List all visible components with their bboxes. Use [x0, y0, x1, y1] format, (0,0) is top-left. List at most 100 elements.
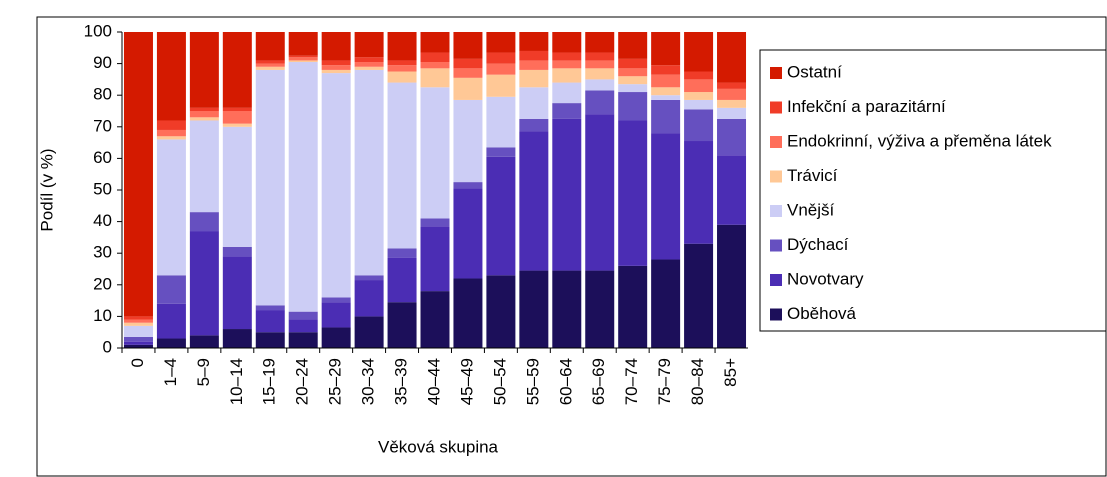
bar-segment — [156, 120, 186, 130]
bar-segment — [684, 243, 714, 348]
bar-segment — [189, 111, 219, 118]
bar-segment — [420, 68, 450, 88]
bar-segment — [387, 248, 417, 258]
bar-segment — [552, 270, 582, 348]
bar-segment — [354, 316, 384, 348]
x-tick-label: 40–44 — [424, 358, 443, 405]
bar-segment — [717, 99, 747, 108]
bar-segment — [684, 141, 714, 244]
y-tick-label: 0 — [103, 337, 112, 356]
bar-segment — [453, 188, 483, 279]
legend-swatch — [770, 170, 782, 183]
y-tick-label: 40 — [93, 211, 112, 230]
y-axis-title: Podíl (v %) — [37, 148, 56, 231]
y-tick-label: 70 — [93, 116, 112, 135]
bar-segment — [321, 69, 351, 74]
bar-segment — [552, 52, 582, 61]
bar-segment — [453, 99, 483, 183]
bar-segment — [552, 103, 582, 119]
bar-segment — [486, 275, 516, 348]
bar-segment — [288, 319, 318, 333]
x-tick-label: 15–19 — [260, 358, 279, 405]
bar-segment — [618, 92, 648, 121]
bar-segment — [486, 52, 516, 64]
legend-label: Dýchací — [787, 235, 849, 254]
bar-segment — [486, 156, 516, 276]
bar-segment — [222, 111, 252, 124]
bar-segment — [288, 332, 318, 348]
bar-segment — [387, 60, 417, 66]
bar-segment — [354, 275, 384, 281]
bar-segment — [222, 246, 252, 257]
bar-segment — [651, 95, 681, 100]
bar-segment — [552, 32, 582, 53]
bar-segment — [288, 62, 318, 312]
bar-segment — [420, 226, 450, 292]
bar-segment — [519, 270, 549, 348]
bar-segment — [519, 131, 549, 271]
bar-segment — [189, 335, 219, 348]
x-tick-label: 75–79 — [655, 358, 674, 405]
bar-segment — [651, 32, 681, 66]
bar-segment — [585, 114, 615, 271]
bar-segment — [321, 327, 351, 348]
bar-segment — [354, 66, 384, 70]
bar-segment — [387, 65, 417, 72]
bar-segment — [585, 79, 615, 91]
bar-segment — [552, 68, 582, 83]
bar-segment — [453, 182, 483, 189]
x-tick-label: 20–24 — [293, 358, 312, 405]
bar-segment — [486, 63, 516, 75]
bar-segment — [222, 256, 252, 330]
bar-segment — [222, 126, 252, 247]
bar-segment — [684, 71, 714, 80]
bar-segment — [255, 32, 285, 61]
bar-segment — [519, 118, 549, 132]
bar-segment — [156, 303, 186, 339]
x-tick-label: 85+ — [721, 358, 740, 387]
bar-segment — [321, 65, 351, 70]
bar-segment — [585, 60, 615, 69]
bar-segment — [651, 259, 681, 348]
bar-segment — [255, 332, 285, 348]
legend-swatch — [770, 274, 782, 286]
bar-segment — [420, 32, 450, 53]
bar-segment — [519, 87, 549, 119]
legend-swatch — [770, 239, 782, 252]
bar-segment — [387, 32, 417, 61]
y-tick-label: 80 — [93, 85, 112, 104]
bar-segment — [651, 87, 681, 96]
bar-segment — [123, 32, 153, 317]
bar-segment — [321, 73, 351, 298]
legend-swatch — [770, 308, 782, 321]
x-tick-label: 80–84 — [688, 358, 707, 405]
bar-segment — [552, 82, 582, 104]
bar-segment — [354, 62, 384, 67]
x-tick-label: 25–29 — [326, 358, 345, 405]
bar-segment — [222, 123, 252, 127]
bar-segment — [288, 55, 318, 58]
bar-segment — [684, 79, 714, 93]
bar-segment — [156, 136, 186, 140]
bar-segment — [453, 58, 483, 69]
bar-segment — [123, 344, 153, 348]
bar-segment — [552, 60, 582, 69]
legend-swatch — [770, 101, 782, 114]
y-tick-label: 100 — [84, 21, 112, 40]
bar-segment — [717, 88, 747, 100]
bar-segment — [651, 65, 681, 75]
x-tick-label: 5–9 — [194, 358, 213, 386]
bar-segment — [123, 319, 153, 323]
bar-segment — [354, 69, 384, 276]
bar-segment — [618, 58, 648, 69]
bar-segment — [222, 329, 252, 348]
bar-segment — [519, 60, 549, 70]
x-tick-label: 35–39 — [392, 358, 411, 405]
x-tick-label: 70–74 — [622, 358, 641, 405]
legend-frame — [759, 49, 1107, 332]
bar-segment — [387, 82, 417, 249]
bar-segment — [420, 218, 450, 227]
bar-segment — [255, 310, 285, 333]
bar-segment — [651, 74, 681, 88]
bar-segment — [717, 224, 747, 348]
